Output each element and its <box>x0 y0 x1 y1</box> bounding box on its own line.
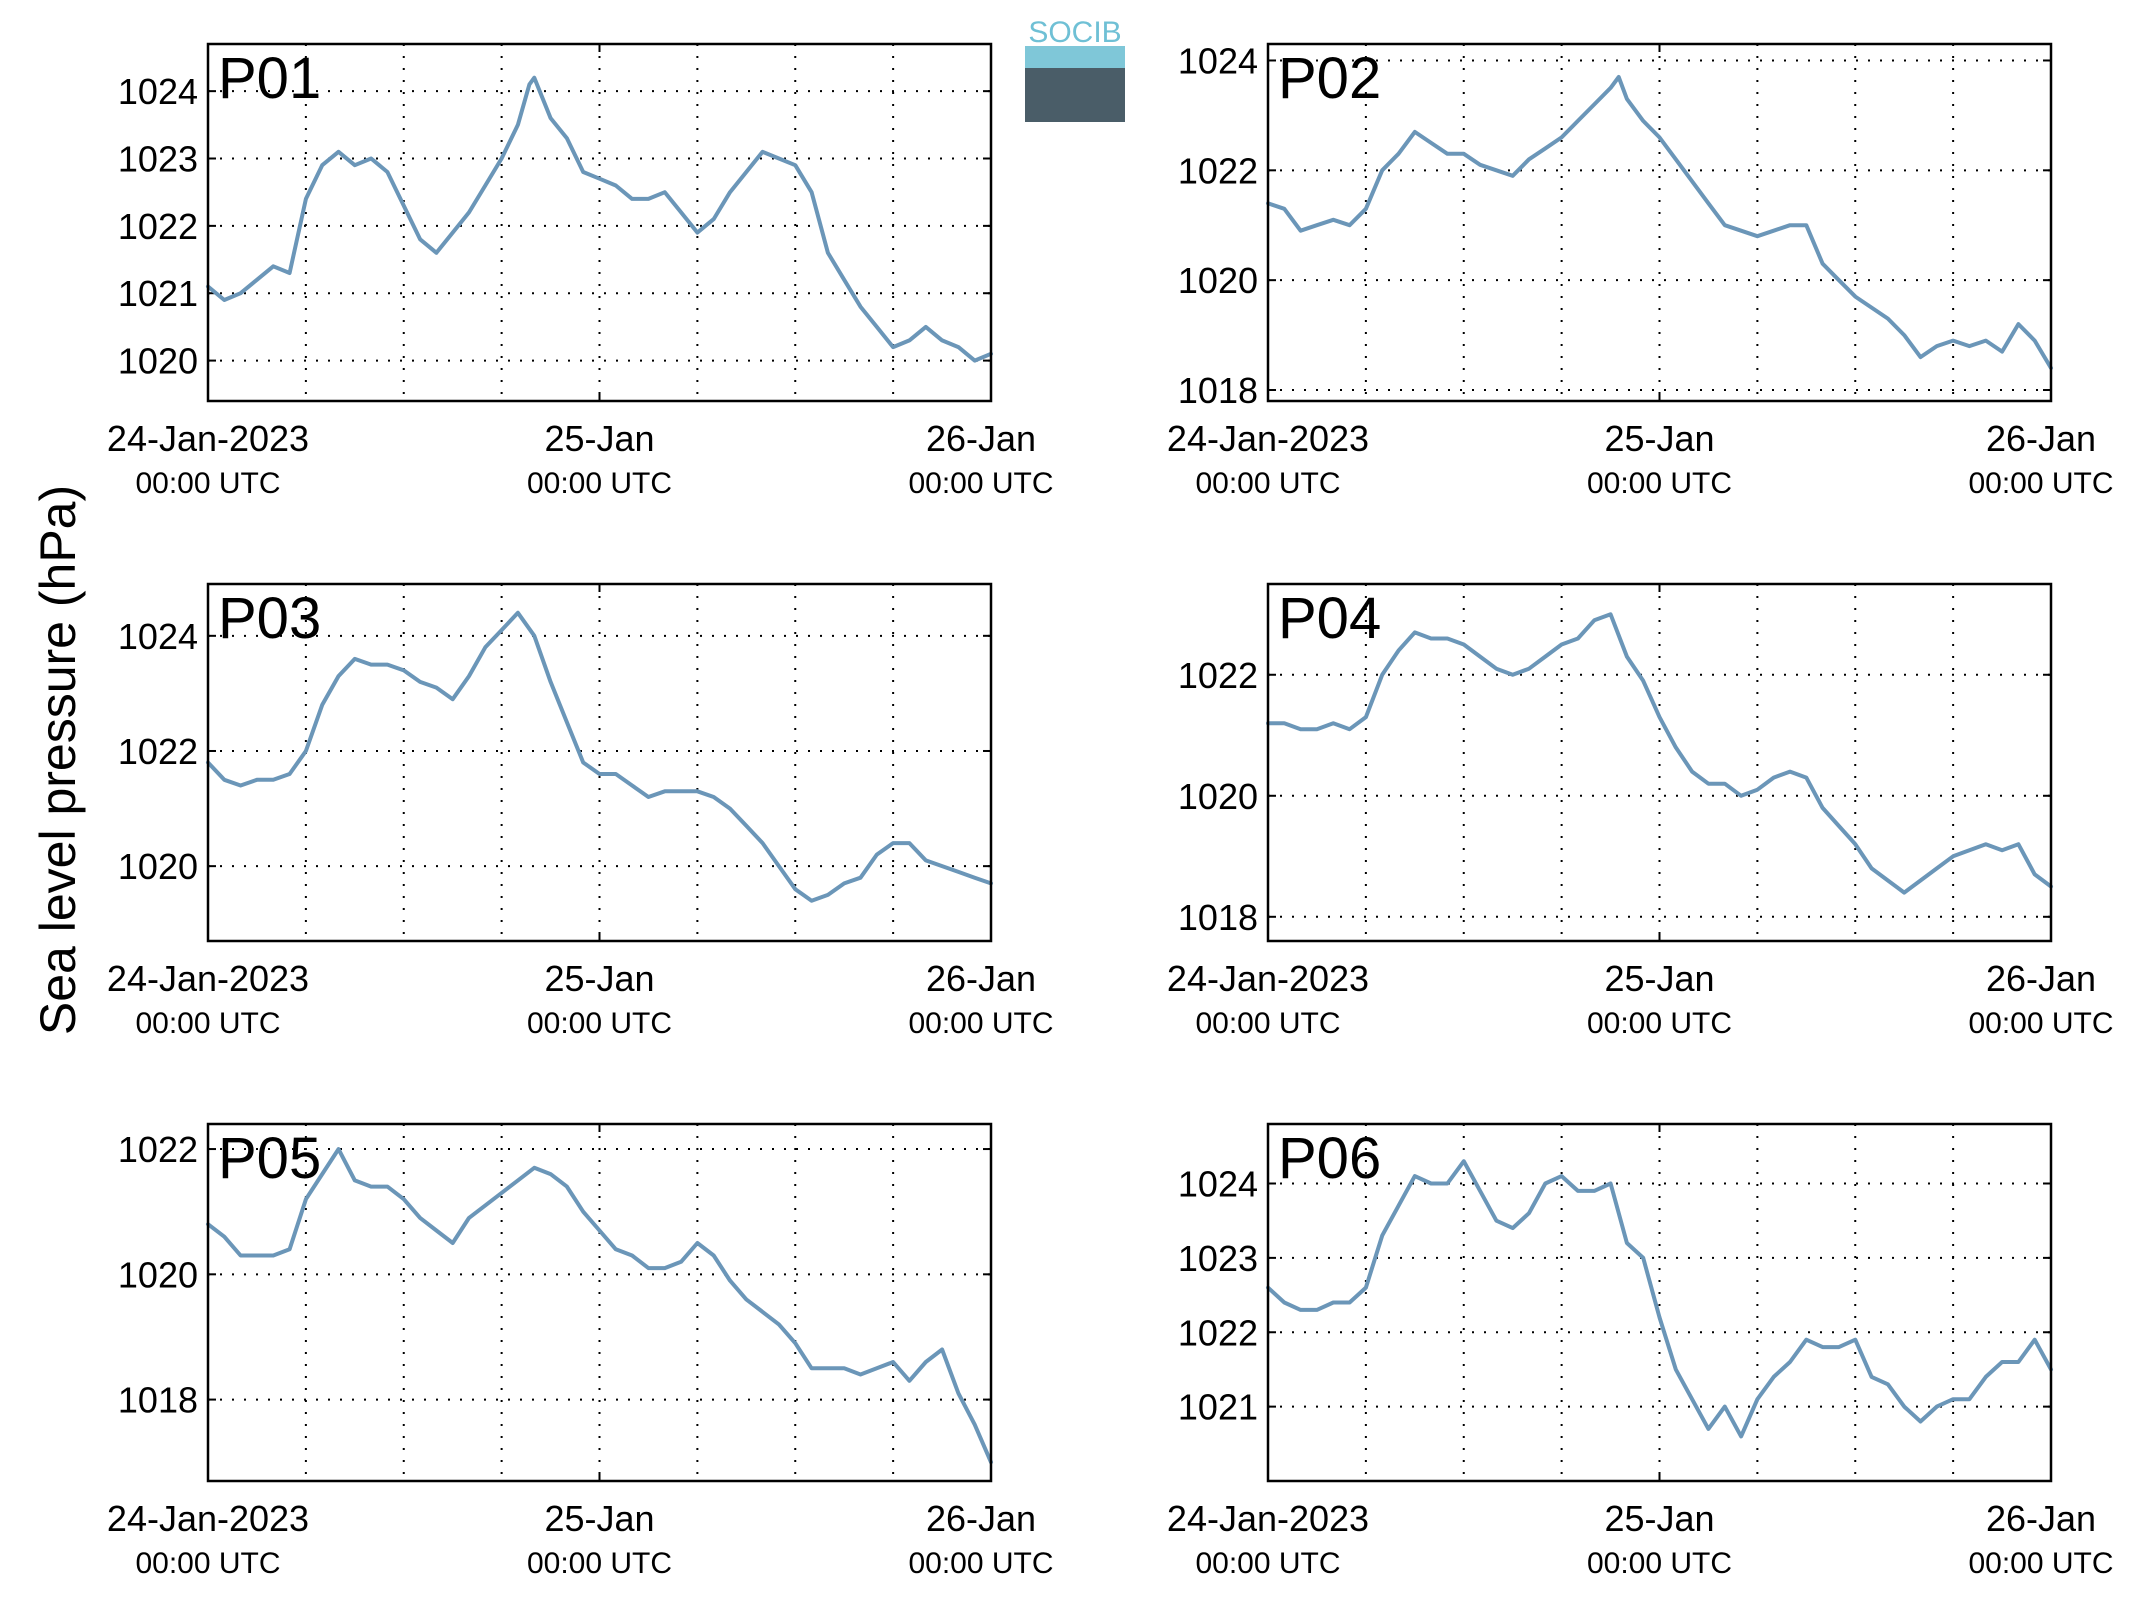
y-tick-label: 1024 <box>1178 1164 1258 1205</box>
panels: 1020 1021 1022 1023 1024 24-Jan-2023 00:00 UTC… <box>107 40 2114 1580</box>
series-line <box>206 1147 993 1465</box>
x-tick-label-date: 26-Jan <box>926 958 1036 999</box>
x-tick-label-date: 25-Jan <box>544 1498 654 1539</box>
x-tick-label-time: 00:00 UTC <box>135 467 280 500</box>
y-tick-label: 1022 <box>1178 655 1258 696</box>
station-label: P02 <box>1278 46 1381 111</box>
x-tick-label-time: 00:00 UTC <box>908 467 1053 500</box>
station-label: P01 <box>218 46 321 111</box>
series-line <box>206 610 993 903</box>
x-tick-label-time: 00:00 UTC <box>1195 467 1340 500</box>
x-tick-label-time: 00:00 UTC <box>1195 1007 1340 1040</box>
y-tick-label: 1023 <box>1178 1238 1258 1279</box>
y-tick-label: 1020 <box>118 846 198 887</box>
x-tick-label-date: 24-Jan-2023 <box>1167 1498 1369 1539</box>
axes-frame <box>1266 1122 2053 1483</box>
station-label: P05 <box>218 1126 321 1191</box>
axes-frame <box>1266 42 2053 403</box>
panel-p04: 1018 1020 1022 24-Jan-2023 00:00 UTC 25-Jan 00… <box>1167 582 2114 1040</box>
x-tick-label-time: 00:00 UTC <box>1587 1007 1732 1040</box>
series-line <box>1266 1159 2053 1439</box>
axes-frame <box>206 42 993 403</box>
y-tick-label: 1022 <box>118 1129 198 1170</box>
socib-logo: SOCIB <box>1025 16 1125 122</box>
x-tick-label-time: 00:00 UTC <box>527 467 672 500</box>
y-tick-label: 1022 <box>1178 1312 1258 1353</box>
y-tick-label: 1024 <box>118 616 198 657</box>
y-tick-label: 1024 <box>118 71 198 112</box>
panel-p02: 1018 1020 1022 1024 24-Jan-2023 00:00 UTC 25-J… <box>1167 40 2114 500</box>
x-tick-label-time: 00:00 UTC <box>1195 1547 1340 1580</box>
axes-frame <box>206 582 993 943</box>
x-tick-label-date: 25-Jan <box>1604 958 1714 999</box>
x-tick-label-time: 00:00 UTC <box>527 1547 672 1580</box>
x-tick-label-date: 25-Jan <box>1604 1498 1714 1539</box>
y-axis-label: Sea level pressure (hPa) <box>30 484 86 1036</box>
station-label: P06 <box>1278 1126 1381 1191</box>
y-tick-label: 1022 <box>118 731 198 772</box>
y-tick-label: 1020 <box>1178 776 1258 817</box>
logo-text: SOCIB <box>1028 16 1121 49</box>
y-tick-label: 1023 <box>118 139 198 180</box>
station-label: P03 <box>218 586 321 651</box>
y-tick-label: 1020 <box>118 1254 198 1295</box>
y-tick-label: 1024 <box>1178 40 1258 81</box>
x-tick-label-date: 25-Jan <box>544 418 654 459</box>
y-tick-label: 1022 <box>1178 150 1258 191</box>
y-tick-label: 1020 <box>1178 260 1258 301</box>
panel-p05: 1018 1020 1022 24-Jan-2023 00:00 UTC 25-Jan 00… <box>107 1122 1054 1580</box>
y-tick-label: 1018 <box>1178 370 1258 411</box>
x-tick-label-date: 26-Jan <box>1986 1498 2096 1539</box>
x-tick-label-time: 00:00 UTC <box>1587 467 1732 500</box>
x-tick-label-time: 00:00 UTC <box>1968 467 2113 500</box>
x-tick-label-date: 26-Jan <box>926 1498 1036 1539</box>
x-tick-label-date: 24-Jan-2023 <box>107 1498 309 1539</box>
panel-p03: 1020 1022 1024 24-Jan-2023 00:00 UTC 25-Jan 00… <box>107 582 1054 1040</box>
x-tick-label-date: 24-Jan-2023 <box>1167 958 1369 999</box>
axes-frame <box>1266 582 2053 943</box>
series-line <box>1266 75 2053 370</box>
y-tick-label: 1020 <box>118 341 198 382</box>
x-tick-label-time: 00:00 UTC <box>908 1007 1053 1040</box>
x-tick-label-date: 25-Jan <box>1604 418 1714 459</box>
x-tick-label-date: 24-Jan-2023 <box>107 958 309 999</box>
x-tick-label-date: 24-Jan-2023 <box>1167 418 1369 459</box>
station-label: P04 <box>1278 586 1381 651</box>
x-tick-label-date: 24-Jan-2023 <box>107 418 309 459</box>
x-tick-label-time: 00:00 UTC <box>1968 1007 2113 1040</box>
x-tick-label-time: 00:00 UTC <box>527 1007 672 1040</box>
x-tick-label-date: 26-Jan <box>926 418 1036 459</box>
x-tick-label-time: 00:00 UTC <box>1968 1547 2113 1580</box>
y-tick-label: 1018 <box>118 1380 198 1421</box>
axes-frame <box>206 1122 993 1483</box>
x-tick-label-date: 25-Jan <box>544 958 654 999</box>
x-tick-label-time: 00:00 UTC <box>135 1007 280 1040</box>
x-tick-label-date: 26-Jan <box>1986 418 2096 459</box>
series-line <box>1266 612 2053 895</box>
panel-p06: 1021 1022 1023 1024 24-Jan-2023 00:00 UTC 25-J… <box>1167 1122 2114 1580</box>
x-tick-label-time: 00:00 UTC <box>1587 1547 1732 1580</box>
y-tick-label: 1022 <box>118 206 198 247</box>
x-tick-label-time: 00:00 UTC <box>908 1547 1053 1580</box>
y-tick-label: 1021 <box>118 273 198 314</box>
x-tick-label-date: 26-Jan <box>1986 958 2096 999</box>
panel-p01: 1020 1021 1022 1023 1024 24-Jan-2023 00:00 UTC… <box>107 42 1054 500</box>
series-line <box>206 75 993 363</box>
y-tick-label: 1018 <box>1178 897 1258 938</box>
y-tick-label: 1021 <box>1178 1387 1258 1428</box>
x-tick-label-time: 00:00 UTC <box>135 1547 280 1580</box>
